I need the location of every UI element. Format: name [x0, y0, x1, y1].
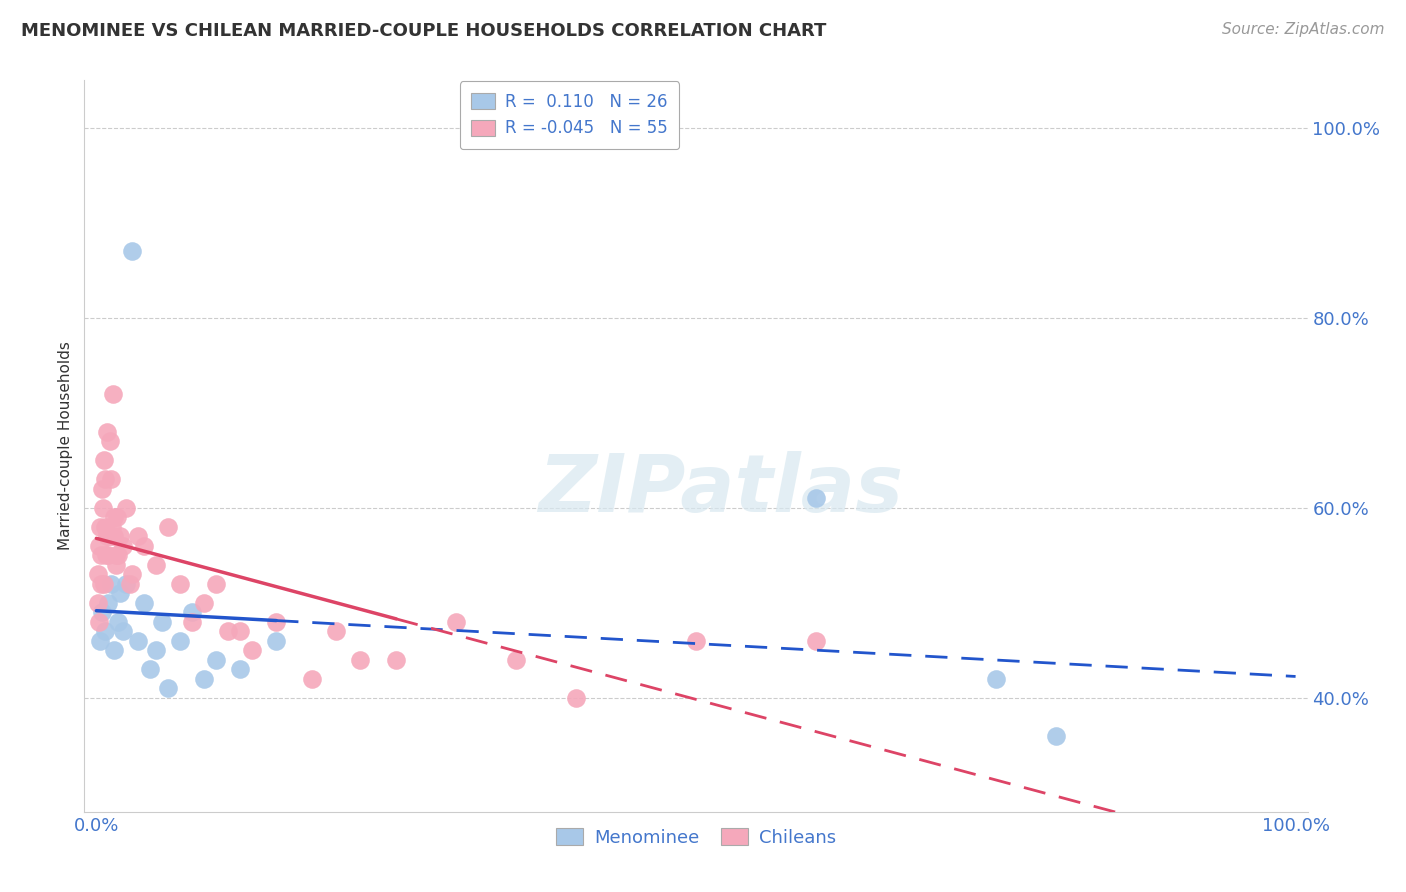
Point	[91, 482, 114, 496]
Point	[90, 548, 112, 562]
Point	[100, 529, 122, 543]
Point	[93, 576, 115, 591]
Point	[87, 539, 110, 553]
Point	[157, 520, 180, 534]
Point	[96, 425, 118, 439]
Legend: Menominee, Chileans: Menominee, Chileans	[548, 821, 844, 854]
Point	[97, 596, 120, 610]
Point	[181, 615, 204, 629]
Point	[301, 672, 323, 686]
Point	[205, 653, 228, 667]
Point	[93, 453, 115, 467]
Point	[103, 529, 125, 543]
Point	[505, 653, 527, 667]
Text: ZIPatlas: ZIPatlas	[538, 450, 903, 529]
Point	[97, 548, 120, 562]
Point	[94, 520, 117, 534]
Point	[229, 624, 252, 639]
Point	[229, 662, 252, 676]
Point	[91, 500, 114, 515]
Point	[111, 539, 134, 553]
Point	[90, 576, 112, 591]
Point	[96, 529, 118, 543]
Point	[91, 605, 114, 619]
Point	[100, 472, 122, 486]
Point	[169, 633, 191, 648]
Point	[349, 653, 371, 667]
Point	[181, 605, 204, 619]
Point	[385, 653, 408, 667]
Point	[193, 672, 215, 686]
Point	[103, 643, 125, 657]
Point	[110, 529, 132, 543]
Point	[101, 386, 124, 401]
Point	[145, 558, 167, 572]
Point	[107, 548, 129, 562]
Point	[145, 643, 167, 657]
Point	[103, 510, 125, 524]
Point	[101, 520, 124, 534]
Y-axis label: Married-couple Households: Married-couple Households	[58, 342, 73, 550]
Point	[105, 510, 128, 524]
Point	[264, 615, 287, 629]
Point	[444, 615, 467, 629]
Point	[127, 633, 149, 648]
Point	[121, 244, 143, 259]
Point	[193, 596, 215, 610]
Point	[565, 690, 588, 705]
Point	[93, 624, 117, 639]
Point	[217, 624, 239, 639]
Point	[104, 558, 127, 572]
Point	[264, 633, 287, 648]
Point	[89, 633, 111, 648]
Point	[134, 539, 156, 553]
Point	[115, 500, 138, 515]
Point	[97, 529, 120, 543]
Point	[984, 672, 1007, 686]
Point	[205, 576, 228, 591]
Point	[86, 596, 108, 610]
Point	[121, 567, 143, 582]
Point	[134, 596, 156, 610]
Point	[240, 643, 263, 657]
Point	[107, 615, 129, 629]
Point	[139, 662, 162, 676]
Point	[804, 491, 827, 506]
Point	[110, 586, 132, 600]
Point	[111, 624, 134, 639]
Point	[98, 434, 121, 449]
Point	[169, 576, 191, 591]
Point	[89, 615, 111, 629]
Point	[87, 567, 110, 582]
Point	[685, 633, 707, 648]
Text: MENOMINEE VS CHILEAN MARRIED-COUPLE HOUSEHOLDS CORRELATION CHART: MENOMINEE VS CHILEAN MARRIED-COUPLE HOUS…	[21, 22, 827, 40]
Point	[115, 576, 138, 591]
Point	[118, 576, 141, 591]
Point	[804, 633, 827, 648]
Point	[157, 681, 180, 696]
Point	[127, 529, 149, 543]
Point	[94, 548, 117, 562]
Point	[89, 520, 111, 534]
Point	[100, 576, 122, 591]
Point	[105, 548, 128, 562]
Point	[1045, 729, 1067, 743]
Text: Source: ZipAtlas.com: Source: ZipAtlas.com	[1222, 22, 1385, 37]
Point	[150, 615, 173, 629]
Point	[93, 472, 117, 486]
Point	[325, 624, 347, 639]
